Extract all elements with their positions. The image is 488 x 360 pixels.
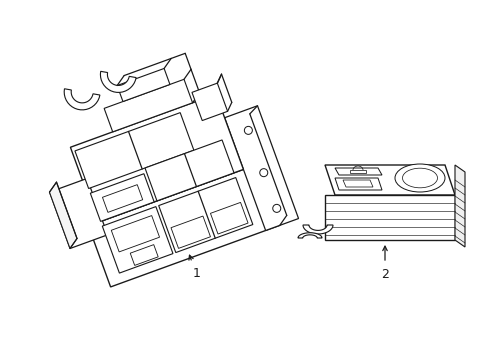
Polygon shape xyxy=(454,165,464,247)
Polygon shape xyxy=(334,178,381,190)
Polygon shape xyxy=(88,164,279,287)
Text: 2: 2 xyxy=(380,269,388,282)
Circle shape xyxy=(272,204,280,212)
Polygon shape xyxy=(297,233,321,238)
Polygon shape xyxy=(303,225,332,234)
Polygon shape xyxy=(49,182,77,248)
Polygon shape xyxy=(145,140,234,201)
Circle shape xyxy=(244,126,252,134)
Polygon shape xyxy=(210,202,247,234)
Polygon shape xyxy=(70,94,243,222)
Polygon shape xyxy=(192,83,227,121)
Polygon shape xyxy=(75,113,193,189)
Ellipse shape xyxy=(394,164,444,192)
Polygon shape xyxy=(111,216,159,252)
Polygon shape xyxy=(102,207,173,273)
Polygon shape xyxy=(117,68,169,102)
Polygon shape xyxy=(171,216,210,248)
Polygon shape xyxy=(104,79,192,132)
Polygon shape xyxy=(100,71,136,93)
Polygon shape xyxy=(224,106,298,230)
Polygon shape xyxy=(130,245,158,265)
Polygon shape xyxy=(102,185,142,212)
Polygon shape xyxy=(334,168,381,175)
Circle shape xyxy=(259,169,267,177)
Polygon shape xyxy=(49,179,107,248)
Polygon shape xyxy=(90,174,154,221)
Text: 1: 1 xyxy=(192,267,200,280)
Polygon shape xyxy=(325,195,454,240)
Polygon shape xyxy=(159,177,252,253)
Polygon shape xyxy=(64,89,100,110)
Polygon shape xyxy=(325,165,454,195)
